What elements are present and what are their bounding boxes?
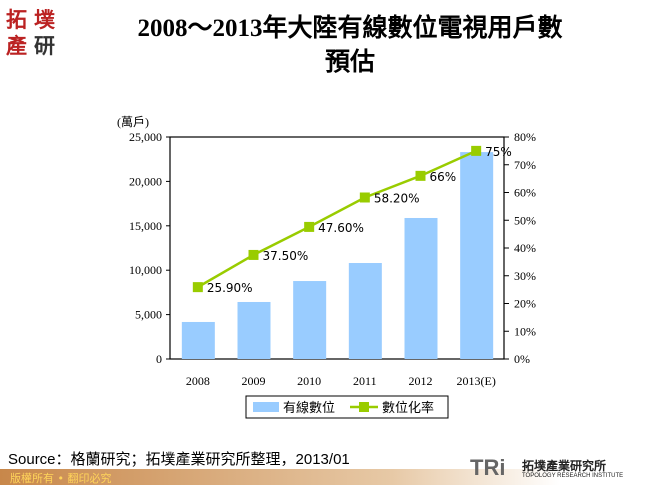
legend-bar-swatch — [253, 402, 279, 412]
bar-2013(E) — [460, 152, 494, 359]
line-point — [471, 145, 482, 156]
line-point — [248, 249, 259, 260]
legend-line-marker — [359, 402, 369, 412]
source-note: Source：格蘭研究；拓墣產業研究所整理，2013/01 — [8, 451, 350, 468]
y-right-tick-label: 70% — [514, 158, 536, 172]
y-right-tick-label: 80% — [514, 130, 536, 144]
copyright: 版權所有 • 翻印必究 — [10, 472, 112, 485]
bar-2008 — [181, 321, 215, 359]
data-label: 58.20% — [374, 191, 420, 205]
data-label: 47.60% — [318, 221, 364, 235]
line-point — [415, 170, 426, 181]
y-left-unit: (萬戶) — [117, 115, 149, 129]
y-left-tick-label: 5,000 — [135, 308, 162, 322]
y-right-tick-label: 60% — [514, 186, 536, 200]
bar-2012 — [404, 217, 438, 359]
tri-brand-logo: TRi 拓墣產業研究所 TOPOLOGY RESEARCH INSTITUTE — [470, 455, 645, 483]
y-right-tick-label: 20% — [514, 297, 536, 311]
y-right-tick-label: 50% — [514, 213, 536, 227]
data-label: 25.90% — [207, 281, 253, 295]
title-line-1: 2008～2013年大陸有線數位電視用戶數 — [137, 15, 563, 42]
legend — [245, 395, 449, 419]
tri-mark: TRi — [470, 455, 506, 480]
y-left-tick-label: 0 — [156, 352, 162, 366]
footer-bar: 版權所有 • 翻印必究 — [0, 469, 560, 485]
line-point — [359, 192, 370, 203]
title-line-2: 預估 — [324, 49, 375, 76]
x-tick-label: 2013(E) — [457, 374, 496, 388]
x-tick-label: 2011 — [353, 374, 377, 388]
data-label: 66% — [430, 170, 457, 184]
line-point — [304, 221, 315, 232]
y-right-tick-label: 10% — [514, 324, 536, 338]
y-left-tick-label: 20,000 — [129, 174, 162, 188]
legend-label: 數位化率 — [382, 400, 434, 416]
data-label: 37.50% — [263, 249, 309, 263]
line-series — [197, 149, 477, 289]
y-left-tick-label: 25,000 — [129, 130, 162, 144]
bar-2009 — [237, 301, 271, 359]
tri-name: 拓墣產業研究所 — [522, 459, 607, 473]
x-tick-label: 2012 — [409, 374, 433, 388]
bar-2010 — [293, 281, 327, 359]
y-left-tick-label: 15,000 — [129, 219, 162, 233]
page-title: 2008～2013年大陸有線數位電視用戶數 預估 — [70, 12, 630, 80]
line-point — [192, 282, 203, 293]
x-tick-label: 2009 — [242, 374, 266, 388]
logo: 拓墣 產研 — [4, 4, 62, 58]
x-tick-label: 2010 — [297, 374, 321, 388]
y-right-tick-label: 30% — [514, 269, 536, 283]
bar-2011 — [348, 263, 382, 359]
y-left-tick-label: 10,000 — [129, 263, 162, 277]
y-right-tick-label: 40% — [514, 241, 536, 255]
legend-label: 有線數位 — [283, 400, 335, 416]
chart: (萬戶) 0 5,000 10,000 15,000 20,000 25,000 0% 10% 2… — [117, 115, 536, 419]
data-label: 75% — [485, 145, 512, 159]
y-right-tick-label: 0% — [514, 352, 530, 366]
x-tick-label: 2008 — [186, 374, 210, 388]
tri-sub: TOPOLOGY RESEARCH INSTITUTE — [522, 473, 624, 479]
